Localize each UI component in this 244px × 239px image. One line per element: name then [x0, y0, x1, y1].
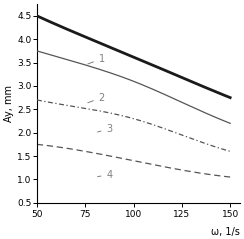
Text: 3: 3: [98, 124, 112, 134]
Text: 2: 2: [88, 93, 105, 103]
Y-axis label: Ay, mm: Ay, mm: [4, 85, 14, 122]
Text: ω, 1/s: ω, 1/s: [211, 227, 240, 237]
Text: 1: 1: [88, 54, 105, 64]
Text: 4: 4: [98, 170, 112, 180]
